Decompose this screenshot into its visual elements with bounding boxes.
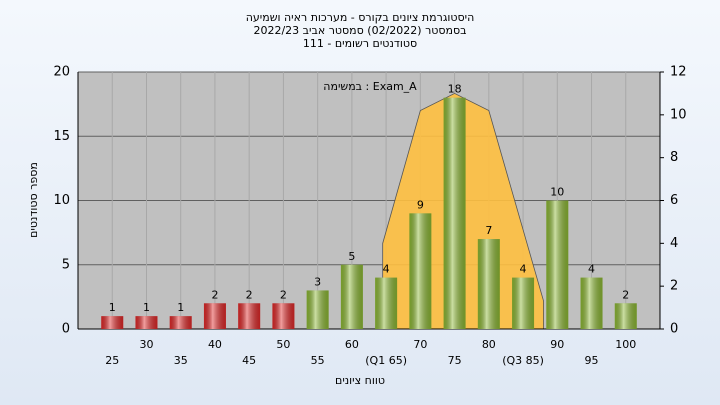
bar-shine [546, 200, 569, 329]
y2-tick-label: 4 [670, 236, 678, 251]
x-tick-label: 50 [276, 338, 290, 351]
bar-shine [340, 264, 363, 329]
title-line: סטודנטים רשומים - 111 [303, 37, 417, 50]
y-tick-label: 5 [62, 257, 70, 272]
y-axis-label: מספר סטודנטים [27, 162, 40, 238]
x-tick-label: 40 [208, 338, 222, 351]
y2-tick-label: 0 [670, 322, 678, 337]
bar-shine [580, 277, 603, 329]
y-tick-label: 10 [53, 193, 70, 208]
y-tick-label: 0 [62, 322, 70, 337]
title-line: בסמסטר (02/2022) סמסטר אביב 2022/23 [253, 24, 466, 37]
bar-shine [135, 316, 158, 329]
bar-shine [375, 277, 398, 329]
x-tick-label: 95 [585, 354, 599, 367]
value-label: 1 [143, 301, 150, 314]
y2-tick-label: 8 [670, 150, 678, 165]
value-label: 1 [177, 301, 184, 314]
value-label: 4 [383, 263, 390, 276]
annotation: במשימה : Exam_A [323, 80, 417, 93]
x-tick-label: 100 [615, 338, 636, 351]
bar-shine [203, 303, 226, 329]
value-label: 2 [280, 288, 287, 301]
value-label: 4 [520, 263, 527, 276]
value-label: 2 [211, 288, 218, 301]
bar-shine [238, 303, 261, 329]
y-tick-label: 15 [53, 129, 70, 144]
x-tick-label: 75 [448, 354, 462, 367]
x-tick-label: 35 [174, 354, 188, 367]
y2-tick-label: 2 [670, 279, 678, 294]
bar-shine [614, 303, 637, 329]
x-tick-label: 80 [482, 338, 496, 351]
bar-shine [306, 290, 329, 329]
x-tick-label: 45 [242, 354, 256, 367]
x-tick-label: (Q1 65) [365, 354, 407, 367]
value-label: 2 [246, 288, 253, 301]
x-tick-label: (Q3 85) [502, 354, 544, 367]
value-label: 5 [348, 250, 355, 263]
bar-shine [443, 97, 466, 329]
value-label: 10 [550, 186, 564, 199]
y-tick-label: 20 [53, 65, 70, 80]
y2-tick-label: 6 [670, 193, 678, 208]
bar-shine [101, 316, 124, 329]
title-line: היסטוגרמת ציונים בקורס - מערכות ראיה ושמ… [246, 11, 475, 24]
bar-shine [169, 316, 192, 329]
value-label: 7 [485, 224, 492, 237]
x-tick-label: 30 [139, 338, 153, 351]
x-axis-label: טווח ציונים [335, 374, 385, 387]
value-label: 2 [622, 288, 629, 301]
bar-shine [272, 303, 295, 329]
value-label: 1 [109, 301, 116, 314]
bar-shine [409, 213, 432, 329]
x-tick-label: 25 [105, 354, 119, 367]
y2-tick-label: 12 [670, 65, 687, 80]
value-label: 4 [588, 263, 595, 276]
bar-shine [477, 239, 500, 329]
value-label: 9 [417, 198, 424, 211]
value-label: 3 [314, 275, 321, 288]
x-tick-label: 55 [311, 354, 325, 367]
x-tick-label: 60 [345, 338, 359, 351]
y2-tick-label: 10 [670, 107, 687, 122]
x-tick-label: 90 [550, 338, 564, 351]
value-label: 18 [448, 83, 462, 96]
x-tick-label: 70 [413, 338, 427, 351]
bar-shine [512, 277, 535, 329]
